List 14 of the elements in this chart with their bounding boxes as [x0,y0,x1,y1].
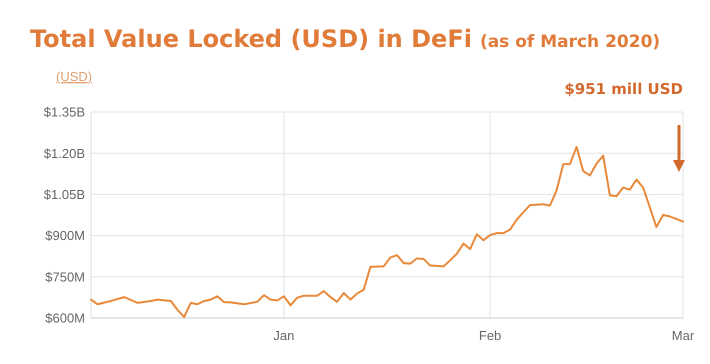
line-series [90,146,684,318]
y-tick-label: $600M [45,310,85,326]
y-tick-label: $750M [45,269,85,284]
x-tick-label: Jan [273,328,294,343]
x-tick-label: Mar [672,328,695,343]
y-axis-title: (USD) [56,69,92,84]
x-tick-label: Feb [478,328,502,343]
y-tick-label: $1.05B [44,186,85,202]
chart-title: Total Value Locked (USD) in DeFi [30,25,472,53]
chart-subtitle: (as of March 2020) [480,32,660,52]
text: $951 mill USD [564,80,683,98]
y-tick-label: $900M [45,228,85,244]
y-tick-label: $1.20B [44,146,85,161]
y-tick-label: $1.35B [44,104,85,120]
